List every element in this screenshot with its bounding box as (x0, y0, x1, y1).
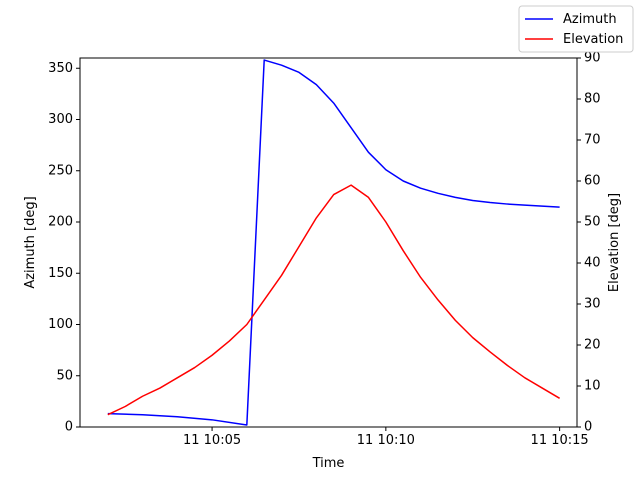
legend-frame (518, 5, 634, 53)
plot-frame (79, 57, 578, 428)
right-y-tick-label: 90 (584, 51, 601, 66)
legend: Azimuth Elevation (518, 5, 634, 53)
left-y-tick-label: 100 (48, 317, 73, 332)
right-y-tick-label: 10 (584, 379, 601, 394)
left-y-axis-label: Azimuth [deg] (23, 196, 38, 288)
left-y-tick-label: 0 (65, 420, 73, 435)
left-y-tick-label: 200 (48, 215, 73, 230)
series-line-elevation (107, 184, 561, 416)
right-y-axis-label: Elevation [deg] (607, 193, 622, 292)
x-tick-label: 11 10:05 (183, 433, 241, 448)
right-y-tick-label: 40 (584, 256, 601, 271)
series-layer (107, 59, 561, 426)
series-line-azimuth (107, 59, 560, 426)
left-y-tick-label: 50 (56, 368, 73, 383)
right-y-tick-label: 50 (584, 215, 601, 230)
right-y-tick-label: 60 (584, 174, 601, 189)
right-y-tick-label: 70 (584, 133, 601, 148)
right-y-tick-label: 20 (584, 338, 601, 353)
left-y-tick-label: 150 (48, 266, 73, 281)
left-y-tick-label: 300 (48, 112, 73, 127)
right-y-tick-label: 0 (584, 420, 592, 435)
left-y-tick-label: 250 (48, 163, 73, 178)
x-tick-label: 11 10:10 (357, 433, 415, 448)
axes-layer: 11 10:05 11 10:10 11 10:150501001502002503… (48, 51, 600, 449)
x-axis-label: Time (312, 456, 345, 471)
legend-label-elevation: Elevation (563, 32, 623, 47)
legend-label-azimuth: Azimuth (563, 12, 617, 27)
right-y-tick-label: 80 (584, 92, 601, 107)
x-tick-label: 11 10:15 (531, 433, 589, 448)
left-y-tick-label: 350 (48, 61, 73, 76)
right-y-tick-label: 30 (584, 297, 601, 312)
